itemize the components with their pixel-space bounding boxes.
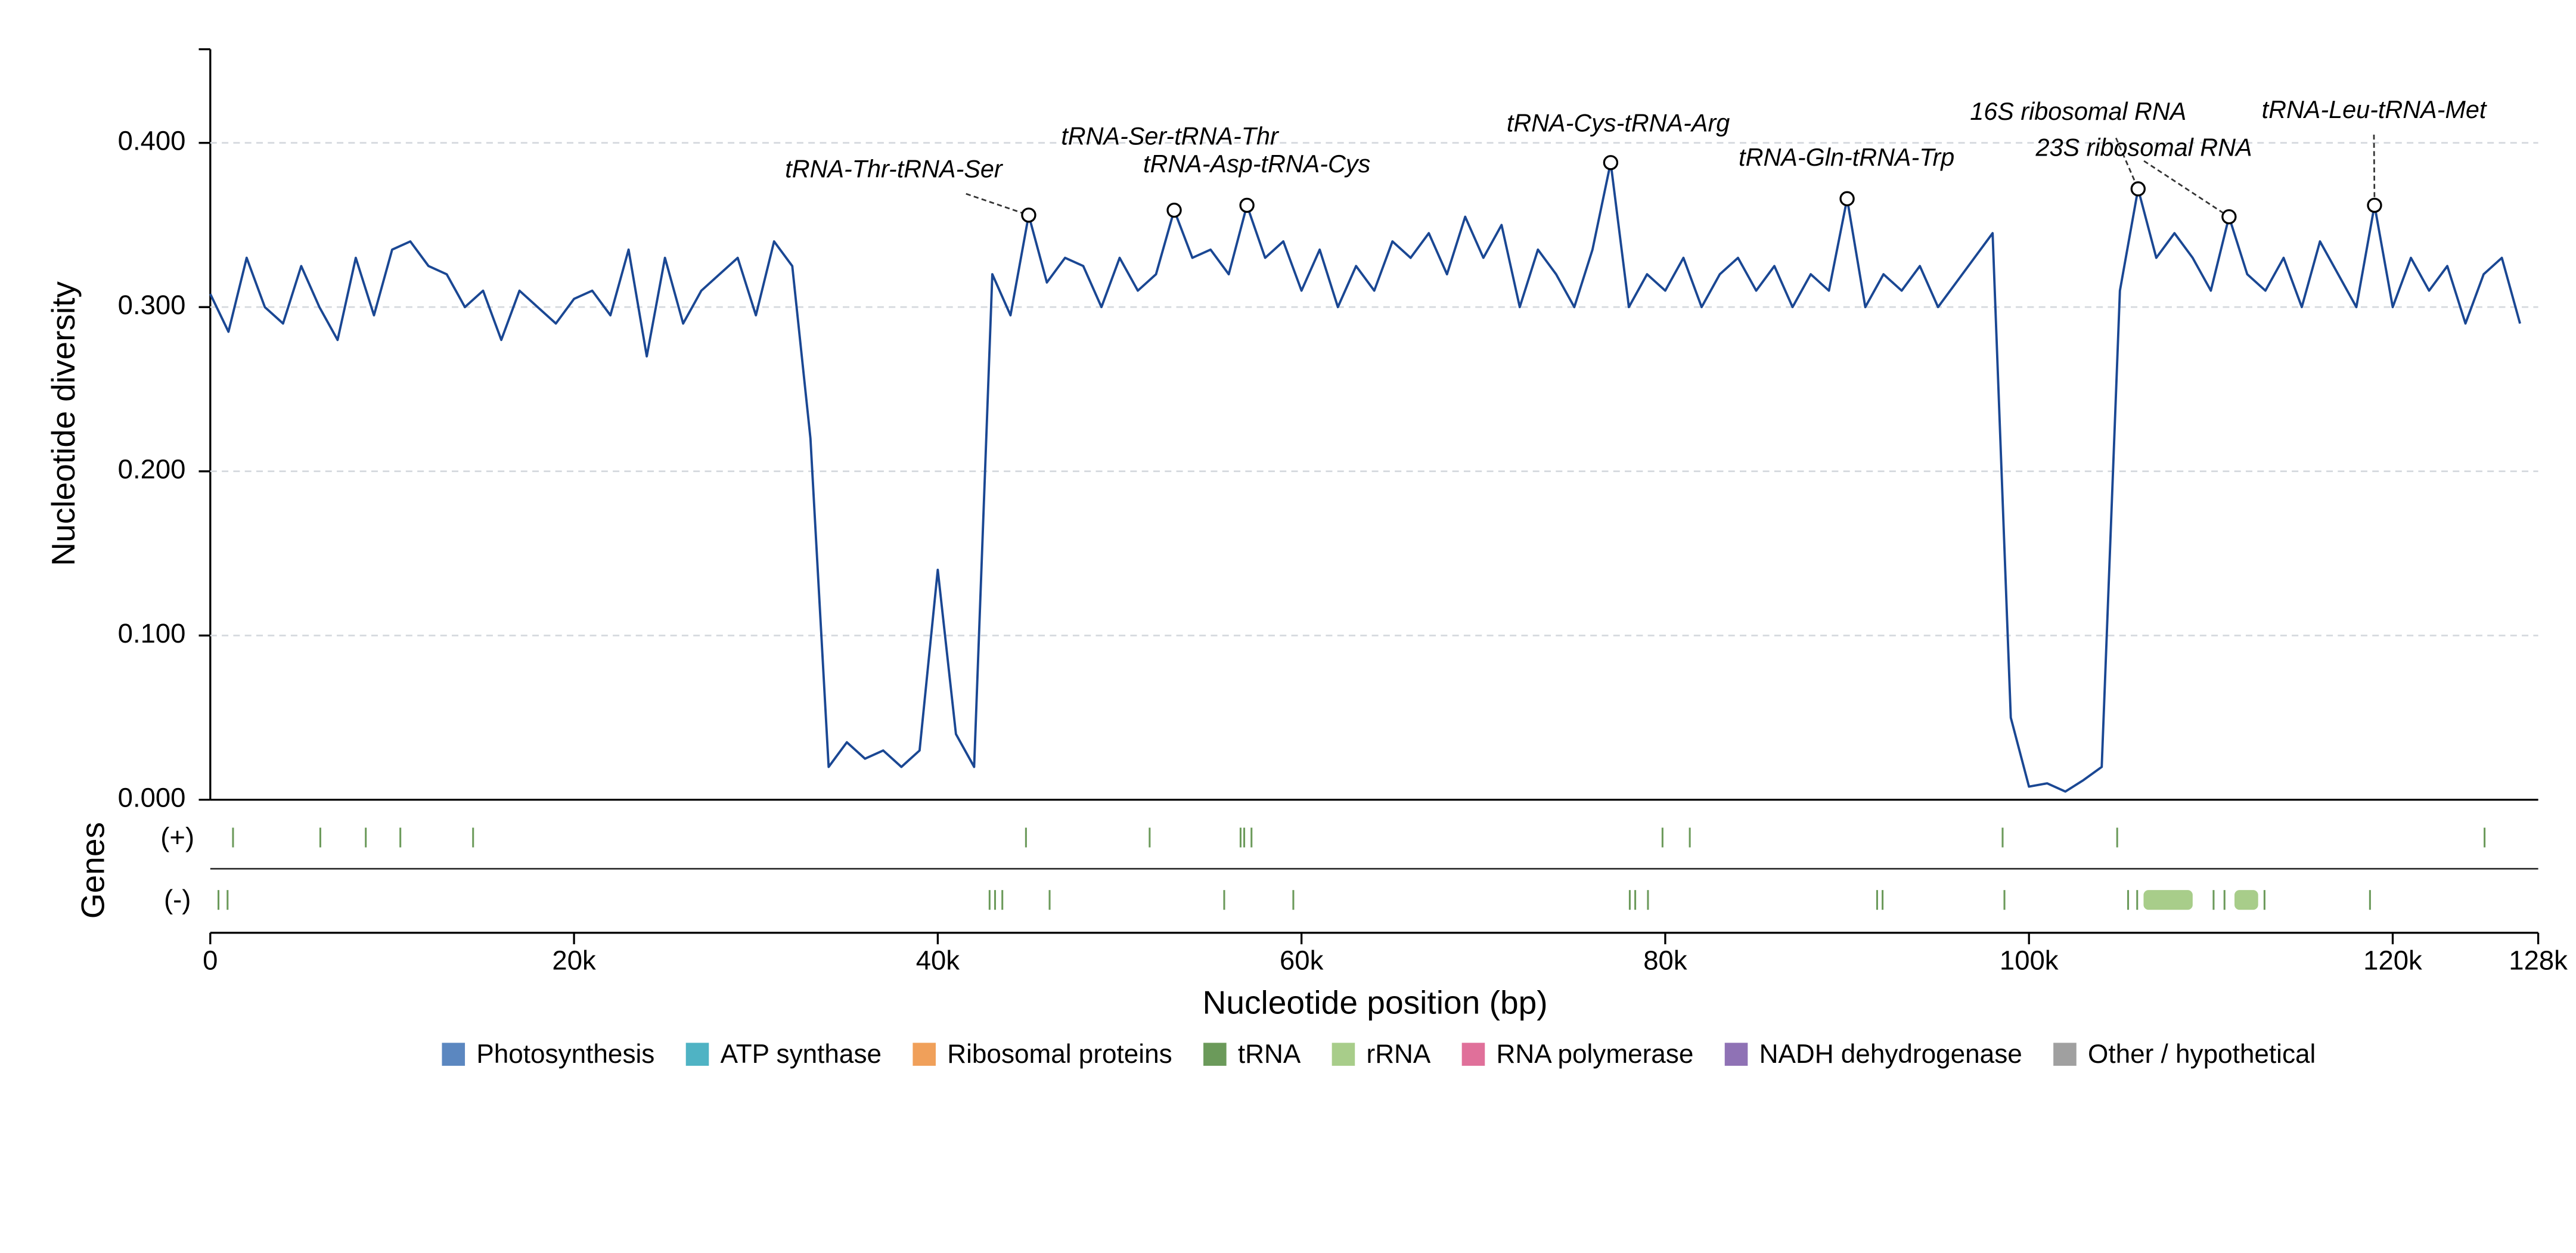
legend-swatch [2053,1043,2077,1066]
data-line [209,161,2521,793]
legend-swatch [442,1043,465,1066]
annotation: tRNA-Ser-tRNA-Thr [1061,122,1280,150]
annotation: 23S ribosomal RNA [2035,134,2252,162]
gene [1689,827,1691,848]
gene [994,890,997,910]
y-tick-label: 0.200 [118,454,186,485]
legend-label: Photosynthesis [476,1040,654,1069]
annotation: tRNA-Leu-tRNA-Met [2262,96,2487,123]
gene [2143,890,2193,910]
legend-swatch [1332,1043,1355,1066]
strand-label: (-) [164,884,191,914]
gene [1647,890,1649,910]
gene [2263,890,2265,910]
x-tick-label: 40k [916,945,960,975]
gene [1661,827,1663,848]
gene [2234,890,2258,910]
legend-label: tRNA [1238,1040,1301,1069]
annotation: tRNA-Gln-tRNA-Trp [1739,144,1954,171]
gene [1239,827,1242,848]
strand-label: (+) [160,822,194,852]
legend-label: NADH dehydrogenase [1759,1040,2022,1069]
y-axis-title: Nucleotide diversity [45,281,82,566]
gene [1025,827,1027,848]
x-tick-label: 128k [2509,945,2568,975]
gene [1250,827,1253,848]
gene [2001,827,2004,848]
genes-title: Genes [74,822,111,919]
gene [232,827,234,848]
gene [1223,890,1225,910]
gene [2127,890,2130,910]
gene [1048,890,1051,910]
annotation: 16S ribosomal RNA [1970,98,2186,125]
legend-swatch [1724,1043,1748,1066]
gene [1882,890,1884,910]
gene [365,827,367,848]
x-tick-label: 100k [2000,945,2059,975]
gene [1292,890,1295,910]
gene [399,827,402,848]
y-tick-label: 0.400 [118,126,186,156]
gene [319,827,321,848]
gene [2136,890,2139,910]
legend-label: Ribosomal proteins [947,1040,1172,1069]
peak-marker [1603,155,1619,170]
y-tick-label: 0.000 [118,783,186,813]
annotation: tRNA-Cys-tRNA-Arg [1507,109,1730,137]
gene [1001,890,1004,910]
x-tick-label: 80k [1643,945,1687,975]
gene [218,890,220,910]
x-axis-title: Nucleotide position (bp) [1203,984,1548,1021]
gene [2212,890,2215,910]
gene [226,890,229,910]
legend-swatch [1203,1043,1227,1066]
leader-line [966,193,1029,216]
gene [1243,827,1246,848]
peak-marker [2130,181,2146,197]
peak-marker [1021,207,1036,223]
legend-label: rRNA [1367,1040,1431,1069]
legend-swatch [1461,1043,1485,1066]
peak-marker [1166,202,1182,218]
y-tick-label: 0.300 [118,290,186,320]
gene [2484,827,2486,848]
y-tick-label: 0.100 [118,618,186,649]
gene [1149,827,1151,848]
x-tick-label: 60k [1280,945,1324,975]
legend-swatch [913,1043,936,1066]
gene [2116,827,2118,848]
gene [2003,890,2006,910]
gene [988,890,991,910]
gene [1876,890,1878,910]
peak-marker [2221,209,2237,225]
peak-marker [1839,191,1855,207]
legend-swatch [685,1043,709,1066]
peak-marker [1239,197,1255,213]
leader-line [2115,137,2139,190]
x-tick-label: 0 [203,945,218,975]
leader-line [2143,160,2230,218]
x-tick-label: 20k [552,945,596,975]
leader-line [2373,134,2376,206]
gene [2223,890,2226,910]
legend-label: Other / hypothetical [2088,1040,2316,1069]
x-tick-label: 120k [2363,945,2422,975]
annotation: tRNA-Thr-tRNA-Ser [785,155,1004,182]
legend-label: RNA polymerase [1497,1040,1694,1069]
gene [472,827,474,848]
peak-marker [2367,197,2382,213]
gene [1628,890,1631,910]
annotation: tRNA-Asp-tRNA-Cys [1143,150,1370,178]
legend-label: ATP synthase [721,1040,882,1069]
gene [2369,890,2371,910]
gene [1634,890,1637,910]
